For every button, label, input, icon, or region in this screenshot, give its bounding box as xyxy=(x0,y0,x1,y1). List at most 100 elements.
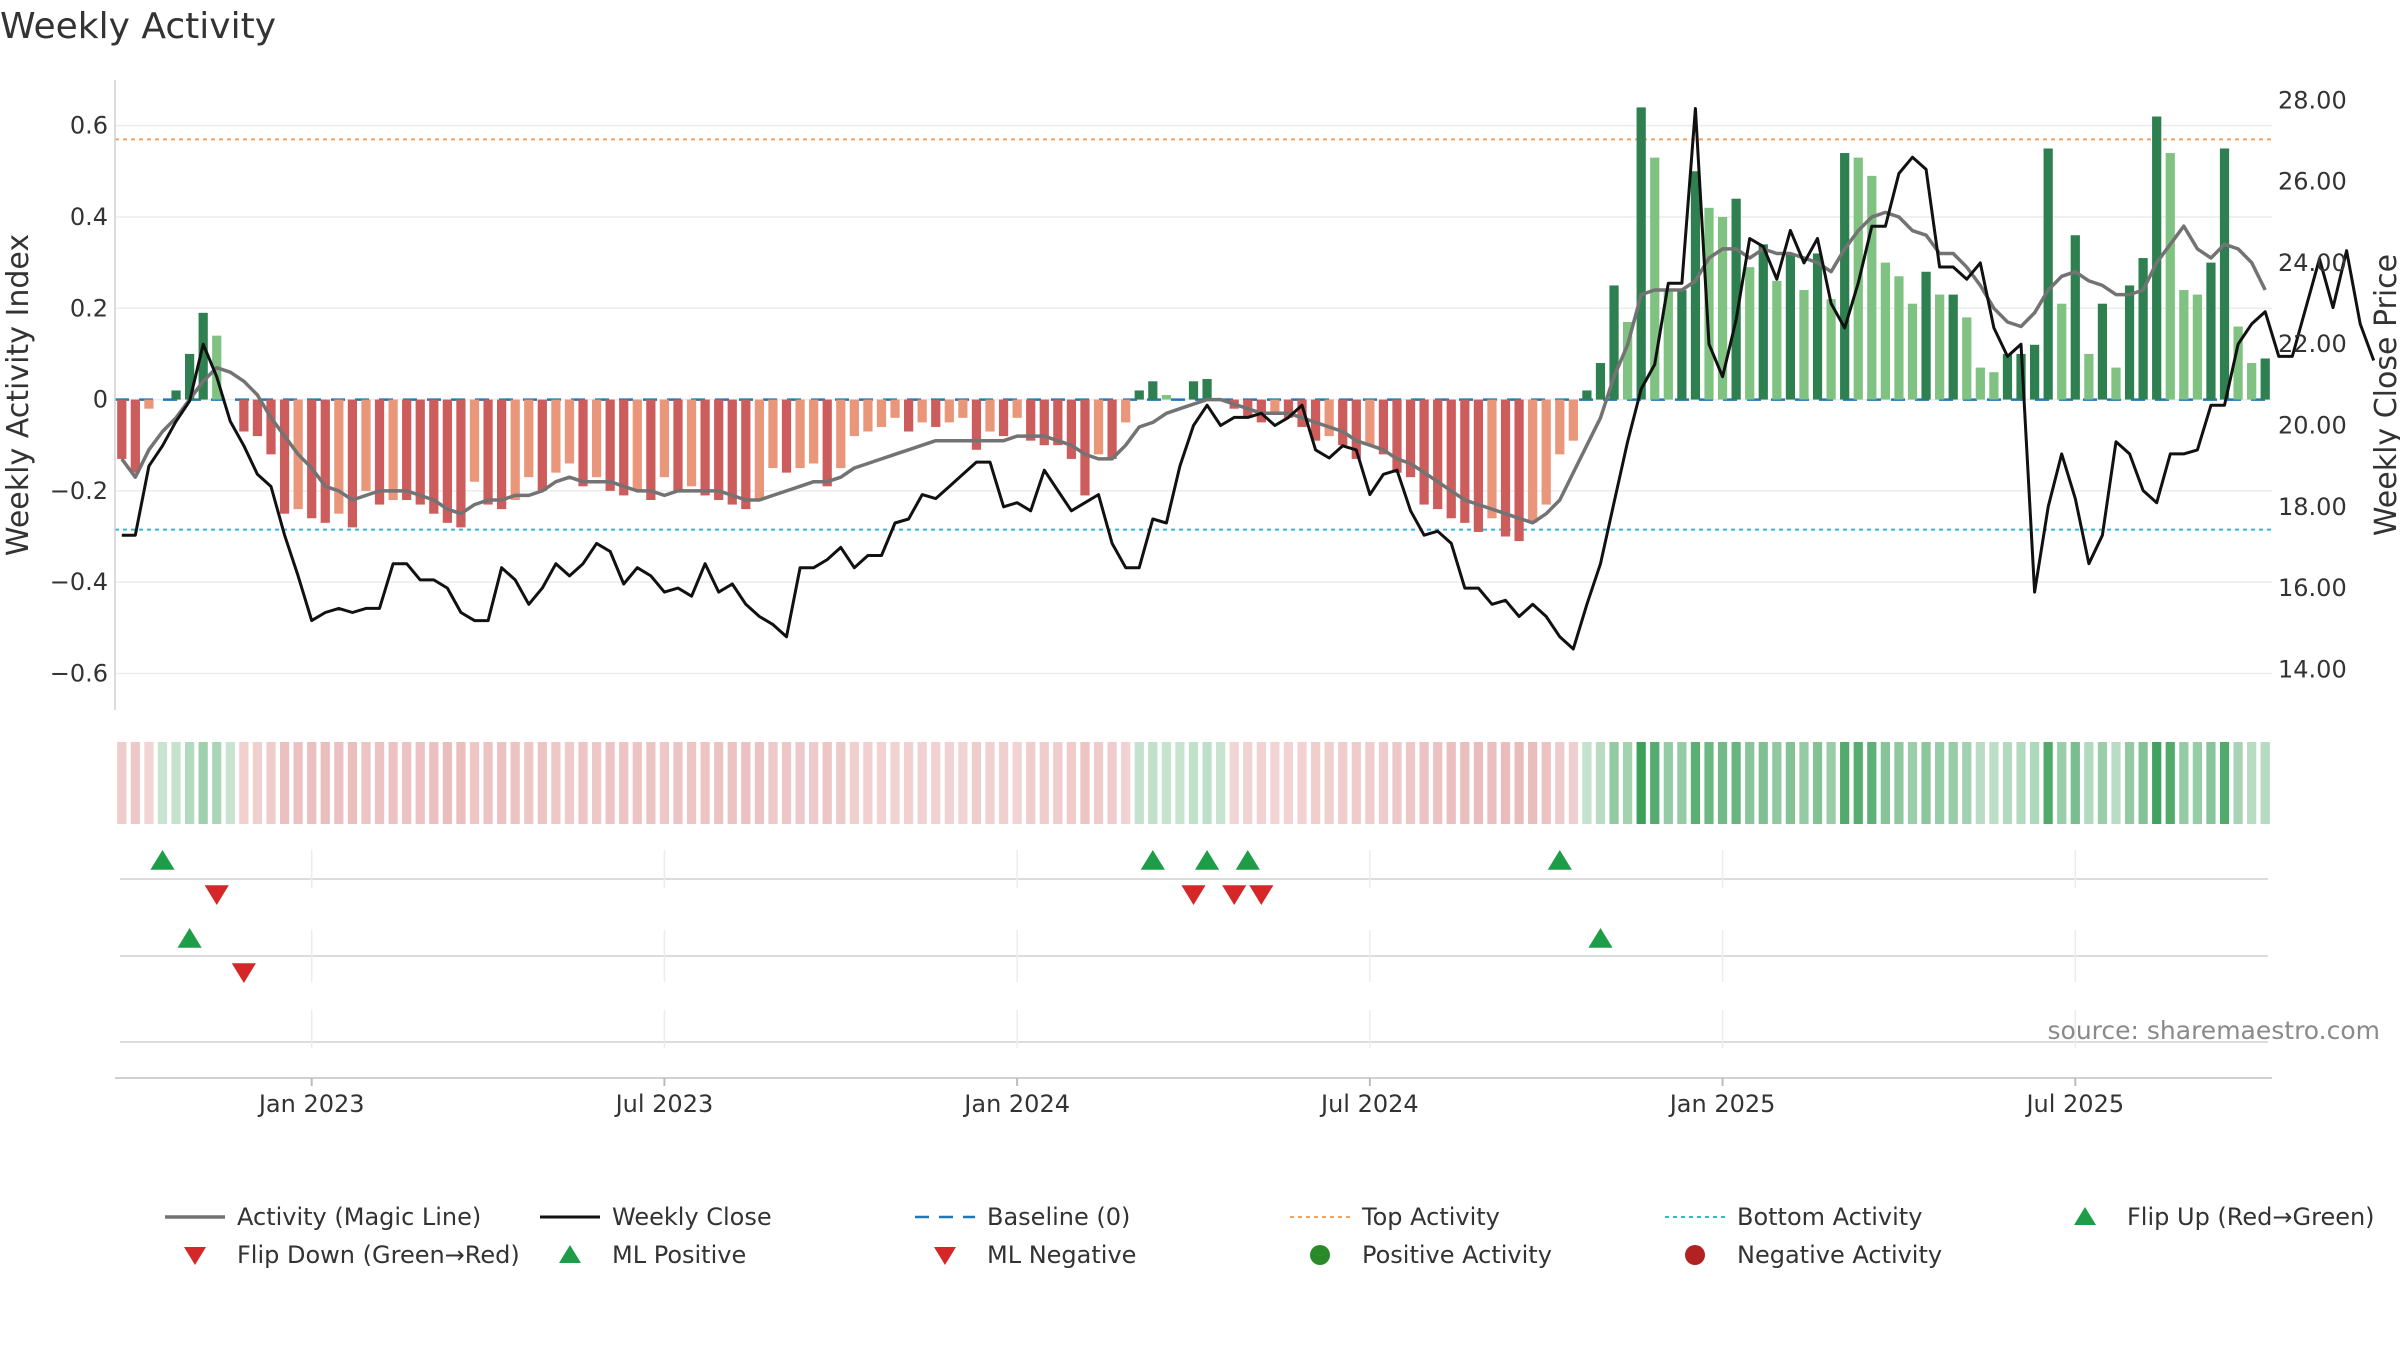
activity-bar xyxy=(1338,399,1348,446)
flip-up-marker xyxy=(1194,850,1220,870)
heat-cell xyxy=(1175,742,1185,824)
heat-cell xyxy=(578,742,588,824)
legend-label: Activity (Magic Line) xyxy=(237,1203,481,1231)
flip-up-marker xyxy=(150,850,175,870)
heat-cell xyxy=(469,742,480,824)
heat-cell xyxy=(1745,742,1755,824)
flip-down-marker xyxy=(204,885,229,905)
activity-bar xyxy=(2233,326,2243,400)
heat-cell xyxy=(1216,742,1226,824)
heat-cell xyxy=(293,742,303,824)
legend-swatch xyxy=(1310,1245,1330,1265)
activity-bar xyxy=(320,399,330,523)
heat-cell xyxy=(1609,742,1619,824)
heat-cell xyxy=(741,742,751,824)
heat-cell xyxy=(442,742,452,824)
activity-bar xyxy=(2043,148,2053,400)
y-axis-label: Weekly Activity Index xyxy=(1,234,36,556)
activity-bar xyxy=(1297,399,1307,427)
heat-cell xyxy=(171,742,181,824)
legend-item: Activity (Magic Line) xyxy=(165,1203,481,1231)
activity-bar xyxy=(1772,280,1782,400)
heat-cell xyxy=(904,742,914,824)
activity-bar xyxy=(971,399,982,450)
activity-bar xyxy=(754,399,764,500)
heat-cell xyxy=(1297,742,1307,824)
heat-cell xyxy=(1623,742,1633,824)
activity-bar xyxy=(958,399,968,418)
activity-bar xyxy=(1487,399,1497,519)
y-tick-label: −0.6 xyxy=(50,659,108,687)
activity-bar xyxy=(781,399,792,473)
activity-bar xyxy=(1528,399,1538,523)
activity-bar xyxy=(809,399,819,464)
legend-item: Bottom Activity xyxy=(1665,1203,1922,1231)
y2-tick-label: 20.00 xyxy=(2278,411,2347,439)
heat-cell xyxy=(1202,742,1212,824)
activity-bar xyxy=(442,399,452,523)
heat-cell xyxy=(714,742,724,824)
ml-negative-marker xyxy=(231,963,256,983)
activity-bar xyxy=(415,399,425,505)
x-tick-label: Jan 2023 xyxy=(257,1090,365,1118)
heat-cell xyxy=(1487,742,1497,824)
legend-label: Negative Activity xyxy=(1737,1241,1942,1269)
activity-bar xyxy=(1785,253,1796,400)
heat-cell xyxy=(971,742,982,824)
activity-bar xyxy=(659,399,670,478)
heat-cell xyxy=(809,742,819,824)
heat-cell xyxy=(1446,742,1456,824)
heat-cell xyxy=(2043,742,2053,824)
heat-cell xyxy=(1229,742,1239,824)
ml-positive-marker xyxy=(1588,928,1613,948)
activity-bar xyxy=(1582,390,1592,400)
flip-down-marker xyxy=(1181,885,1206,905)
x-tick-label: Jan 2025 xyxy=(1668,1090,1776,1118)
heat-cell xyxy=(144,742,154,824)
heat-cell xyxy=(1256,742,1266,824)
activity-bar xyxy=(876,399,887,427)
activity-bar xyxy=(1351,399,1361,459)
activity-bar xyxy=(1256,399,1266,423)
heat-cell xyxy=(686,742,697,824)
activity-bar xyxy=(1541,399,1551,505)
heat-cell xyxy=(2138,742,2148,824)
heat-cell xyxy=(917,742,927,824)
activity-bar xyxy=(1595,363,1606,400)
legend-item: Negative Activity xyxy=(1685,1241,1942,1269)
heat-cell xyxy=(700,742,710,824)
heat-cell xyxy=(334,742,344,824)
activity-bar xyxy=(2057,303,2067,400)
heat-cell xyxy=(2084,742,2094,824)
heat-cell xyxy=(1460,742,1470,824)
y2-tick-label: 22.00 xyxy=(2278,330,2347,358)
heat-cell xyxy=(510,742,520,824)
activity-bar xyxy=(564,399,575,464)
activity-bar xyxy=(1799,290,1809,400)
activity-bar xyxy=(1962,317,1972,400)
heat-cell xyxy=(1107,742,1117,824)
legend-item: Top Activity xyxy=(1290,1203,1500,1231)
legend-item: Weekly Close xyxy=(540,1203,772,1231)
activity-bar xyxy=(998,399,1009,437)
lines xyxy=(120,107,2376,651)
x-tick-label: Jan 2024 xyxy=(962,1090,1070,1118)
heat-cell xyxy=(605,742,615,824)
activity-bar xyxy=(1405,399,1416,478)
legend-swatch xyxy=(934,1247,956,1265)
activity-bar xyxy=(1948,294,1958,400)
activity-bar xyxy=(605,399,615,491)
activity-bar xyxy=(347,399,358,528)
y-tick-label: 0.6 xyxy=(70,112,108,140)
activity-bar xyxy=(497,399,507,510)
heat-cell xyxy=(1026,742,1036,824)
heat-cell xyxy=(1989,742,1999,824)
flip-down-marker xyxy=(1249,885,1274,905)
activity-bar xyxy=(822,399,832,487)
activity-bar xyxy=(198,312,208,400)
heat-cell xyxy=(347,742,358,824)
heat-cell xyxy=(1690,742,1701,824)
y-tick-label: 0.2 xyxy=(70,294,108,322)
x-tick-label: Jul 2025 xyxy=(2024,1090,2124,1118)
chart-title: Weekly Activity xyxy=(0,6,276,47)
